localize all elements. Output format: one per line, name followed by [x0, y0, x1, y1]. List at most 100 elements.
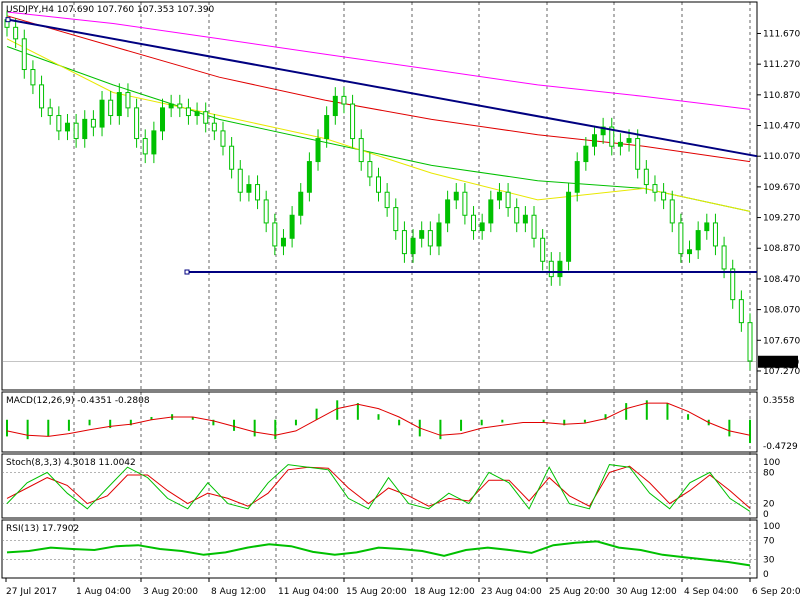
candle	[246, 175, 252, 202]
candle	[367, 152, 373, 187]
candle-body	[367, 161, 373, 178]
candle	[229, 137, 235, 179]
rsi-y-label: 30	[763, 556, 775, 566]
candle	[747, 313, 753, 371]
candle-body	[168, 103, 174, 109]
candle-body	[160, 107, 166, 132]
candle-body	[255, 184, 261, 201]
current-price-box	[758, 355, 798, 368]
candle	[462, 183, 468, 225]
candle-body	[229, 145, 235, 170]
candle	[505, 183, 511, 217]
candle	[643, 160, 649, 194]
candle-body	[401, 230, 407, 255]
candle-body	[721, 245, 727, 270]
y-tick-label: 107.270	[763, 367, 800, 377]
price-header: USDJPY,H4 107.690 107.760 107.353 107.39…	[6, 5, 215, 15]
candle	[125, 83, 131, 118]
candle-body	[315, 138, 321, 163]
macd-signal-line	[6, 402, 751, 437]
candle-body	[626, 138, 632, 143]
candle	[488, 190, 494, 233]
candle	[436, 213, 442, 256]
candle	[479, 213, 485, 240]
candle-body	[687, 249, 693, 255]
candle	[332, 87, 338, 125]
x-tick-label: 4 Sep 04:00	[684, 587, 739, 597]
candle	[591, 125, 597, 156]
stoch-main-line	[6, 464, 751, 512]
candle	[652, 175, 658, 202]
candle	[90, 110, 96, 137]
x-tick-label: 8 Aug 12:00	[211, 587, 266, 597]
y-tick-label: 108.870	[763, 244, 800, 254]
candle	[548, 252, 554, 286]
candle	[574, 152, 580, 202]
candle	[600, 117, 606, 144]
candle-body	[419, 230, 425, 239]
candle-body	[678, 222, 684, 255]
candle	[384, 183, 390, 217]
y-tick-label: 108.470	[763, 275, 800, 285]
candle-body	[246, 184, 252, 193]
stoch-y-label: 0	[763, 510, 769, 520]
candle-body	[211, 122, 217, 132]
candle	[678, 213, 684, 263]
rsi-y-label: 0	[763, 570, 769, 580]
candle-body	[30, 69, 36, 86]
x-tick-label: 11 Aug 04:00	[278, 587, 339, 597]
panel-frame-price	[1, 1, 758, 391]
candle-body	[203, 111, 209, 124]
x-tick-label: 6 Sep 20:00	[752, 587, 800, 597]
candle-body	[116, 92, 122, 117]
candle	[237, 160, 243, 202]
candle-body	[341, 95, 347, 105]
candle-body	[462, 191, 468, 216]
candle	[358, 129, 364, 171]
candle	[341, 87, 347, 114]
y-tick-label: 110.070	[763, 152, 800, 162]
candle-body	[194, 111, 200, 117]
y-tick-label: 109.270	[763, 214, 800, 224]
x-tick-label: 18 Aug 12:00	[414, 587, 475, 597]
candle	[566, 183, 572, 271]
candle	[522, 206, 528, 233]
y-tick-label: 110.870	[763, 91, 800, 101]
candle	[471, 206, 477, 240]
candle	[194, 102, 200, 125]
candle-body	[522, 214, 528, 224]
candle-body	[453, 191, 459, 201]
trendline-anchor	[184, 269, 190, 275]
candle	[21, 29, 27, 79]
candle-body	[185, 107, 191, 117]
rsi-y-label: 100	[763, 522, 780, 532]
candle-body	[134, 107, 140, 140]
moving-average-line	[6, 11, 751, 110]
candle	[376, 167, 381, 202]
stoch-y-label: 20	[763, 500, 775, 510]
macd-header: MACD(12,26,9) -0.4351 -0.2808	[6, 396, 150, 406]
candle-body	[566, 191, 572, 262]
candle	[393, 198, 399, 240]
candle	[177, 94, 183, 118]
candle	[661, 183, 667, 210]
candle-body	[591, 134, 597, 147]
candle-body	[505, 191, 511, 209]
candle	[453, 183, 459, 210]
candle	[255, 175, 261, 210]
panel-frame-macd	[1, 391, 758, 453]
candle-body	[661, 191, 667, 201]
x-tick-label: 30 Aug 12:00	[616, 587, 677, 597]
candle-body	[177, 103, 183, 109]
candle	[315, 129, 321, 171]
y-tick-label: 107.670	[763, 336, 800, 346]
candle-body	[384, 191, 390, 209]
candle-body	[643, 168, 649, 186]
candle-body	[574, 161, 580, 193]
stoch-y-label: 80	[763, 468, 775, 478]
candle	[557, 252, 563, 286]
candle-body	[350, 103, 356, 140]
candle	[419, 221, 425, 248]
candle-body	[393, 207, 399, 232]
